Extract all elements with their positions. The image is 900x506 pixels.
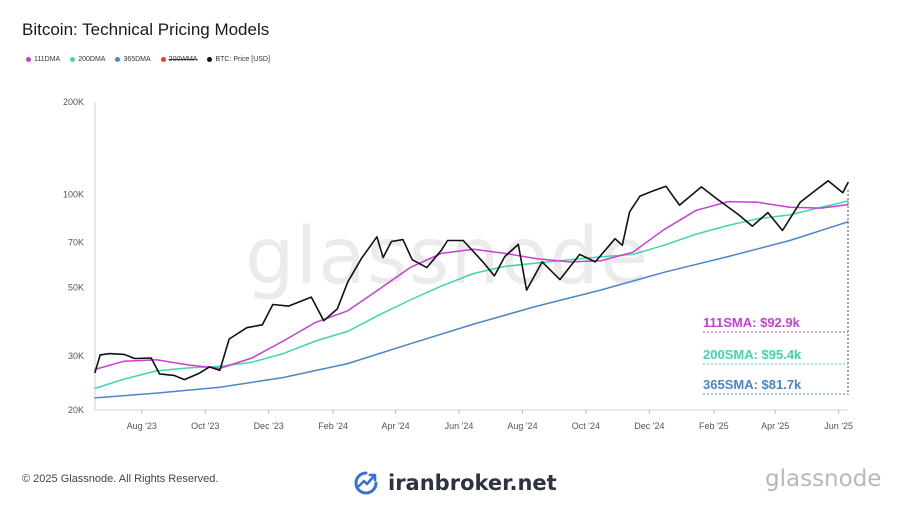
x-tick-label-oct-23: Oct '23 — [191, 421, 219, 431]
x-tick-label-apr-25: Apr '25 — [761, 421, 789, 431]
brand-logo[interactable]: iranbroker.net — [352, 470, 557, 496]
y-tick-label-20k: 20K — [68, 405, 84, 415]
legend-item-btc-price[interactable]: BTC: Price [USD] — [207, 56, 270, 63]
y-axis: 20K 30K 50K 70K 100K 200K — [63, 97, 96, 415]
legend-swatch-200wma — [160, 57, 166, 62]
x-tick-label-jun-24: Jun '24 — [445, 421, 474, 431]
legend-item-365dma[interactable]: 365DMA — [115, 56, 151, 63]
copyright-text: © 2025 Glassnode. All Rights Reserved. — [22, 473, 219, 485]
annotation-label-200sma-95-4k: 200SMA: $95.4k — [703, 347, 802, 362]
y-tick-label-30k: 30K — [68, 351, 84, 361]
legend-label-200wma: 200WMA — [168, 56, 198, 63]
x-tick-label-feb-25: Feb '25 — [699, 421, 729, 431]
glassnode-logo: glassnode — [765, 466, 882, 492]
x-tick-label-dec-24: Dec '24 — [634, 421, 664, 431]
x-tick-label-apr-24: Apr '24 — [381, 421, 409, 431]
x-tick-label-feb-24: Feb '24 — [318, 421, 348, 431]
legend-label-365dma: 365DMA — [123, 56, 151, 63]
brand-text: iranbroker.net — [388, 471, 557, 495]
watermark: glassnode — [245, 212, 649, 302]
legend-label-btc-price: BTC: Price [USD] — [215, 56, 270, 63]
annotation-label-365sma-81-7k: 365SMA: $81.7k — [703, 377, 802, 392]
legend-label-111dma: 111DMA — [34, 56, 61, 63]
chart-title: Bitcoin: Technical Pricing Models — [22, 20, 270, 39]
x-tick-label-jun-25: Jun '25 — [824, 421, 853, 431]
legend-item-200dma[interactable]: 200DMA — [70, 56, 105, 63]
x-axis: Aug '23 Oct '23 Dec '23 Feb '24 Apr '24 Jun '… — [95, 409, 853, 431]
annotation-layer: 111SMA: $92.9k 200SMA: $95.4k 365SMA: $81.… — [703, 190, 849, 395]
y-tick-label-50k: 50K — [68, 282, 84, 292]
series-line-365dma — [94, 221, 849, 399]
legend-swatch-111dma — [26, 57, 31, 62]
chart-legend: 111DMA 200DMA 365DMA 200WMA BTC: Price [… — [26, 56, 270, 63]
annotation-label-111sma-92-9k: 111SMA: $92.9k — [703, 315, 801, 330]
legend-swatch-btc-price — [207, 57, 213, 62]
legend-label-200dma: 200DMA — [78, 56, 106, 63]
x-tick-label-aug-23: Aug '23 — [127, 421, 157, 431]
brand-logo-icon — [354, 471, 378, 495]
series-line-200dma — [94, 200, 849, 390]
series-layer — [94, 180, 849, 399]
y-tick-label-200k: 200K — [63, 97, 84, 107]
legend-swatch-365dma — [115, 57, 121, 62]
series-line-111dma — [94, 200, 849, 371]
y-tick-label-70k: 70K — [68, 237, 84, 247]
x-tick-label-aug-24: Aug '24 — [507, 421, 537, 431]
x-tick-label-oct-24: Oct '24 — [572, 421, 600, 431]
legend-item-111dma[interactable]: 111DMA — [26, 56, 60, 63]
series-line-btc-price-usd — [94, 180, 849, 381]
legend-item-200wma[interactable]: 200WMA — [160, 56, 198, 63]
x-tick-label-dec-23: Dec '23 — [254, 421, 284, 431]
legend-swatch-200dma — [70, 57, 76, 62]
y-tick-label-100k: 100K — [63, 190, 84, 200]
